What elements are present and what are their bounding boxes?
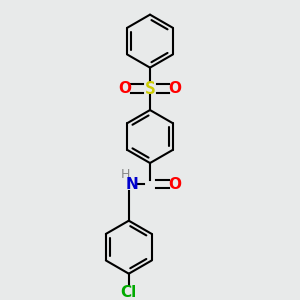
Text: Cl: Cl: [121, 285, 137, 300]
Text: S: S: [145, 80, 155, 98]
Text: O: O: [169, 81, 182, 96]
Text: N: N: [126, 177, 139, 192]
Text: O: O: [169, 177, 182, 192]
Text: O: O: [118, 81, 131, 96]
Text: H: H: [121, 169, 130, 182]
